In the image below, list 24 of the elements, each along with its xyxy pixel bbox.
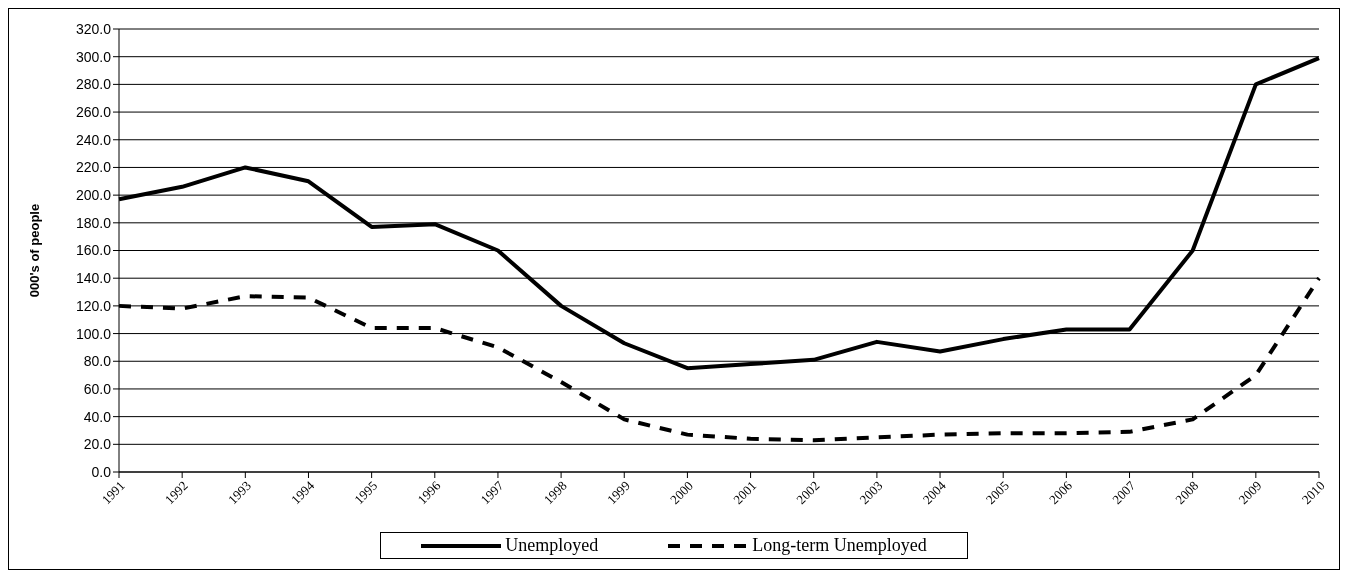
y-tick-label: 20.0	[83, 436, 112, 453]
x-tick-label: 1991	[98, 478, 128, 508]
x-tick-label: 1998	[540, 478, 570, 508]
y-tick-label: 300.0	[75, 48, 112, 65]
y-axis-title: 000's of people	[26, 203, 42, 298]
y-tick-label: 40.0	[83, 408, 112, 425]
x-tick-label: 1999	[603, 478, 633, 508]
y-tick-label: 160.0	[75, 242, 112, 259]
y-tick-label: 200.0	[75, 187, 112, 204]
y-tick-label: 120.0	[75, 297, 112, 314]
y-tick-label: 260.0	[75, 104, 112, 121]
x-tick-label: 1993	[224, 478, 254, 508]
legend-label: Long-term Unemployed	[751, 535, 927, 556]
y-tick-label: 320.0	[75, 20, 112, 37]
y-tick-label: 60.0	[83, 380, 112, 397]
y-tick-label: 280.0	[75, 76, 112, 93]
y-tick-label: 220.0	[75, 159, 112, 176]
y-tick-label: 240.0	[75, 131, 112, 148]
y-tick-label: 0.0	[91, 463, 112, 480]
y-tick-label: 100.0	[75, 325, 112, 342]
y-tick-label: 180.0	[75, 214, 112, 231]
legend-label: Unemployed	[504, 535, 599, 556]
y-tick-label: 80.0	[83, 353, 112, 370]
y-tick-label: 140.0	[75, 270, 112, 287]
